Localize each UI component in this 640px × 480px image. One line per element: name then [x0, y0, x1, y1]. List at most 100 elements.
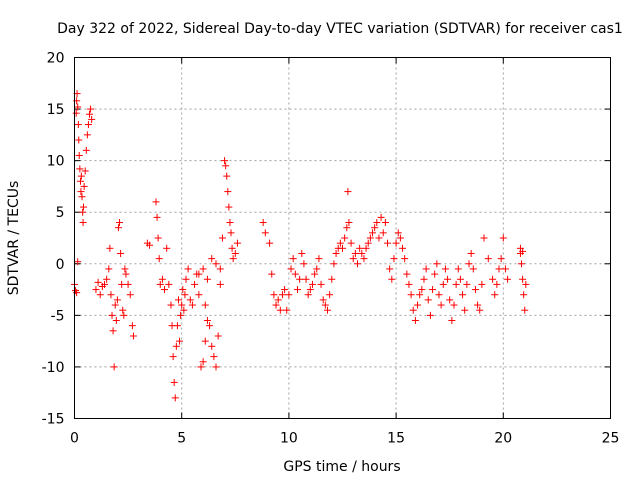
data-point — [381, 219, 389, 227]
data-points — [71, 90, 530, 402]
data-point — [373, 219, 381, 227]
data-point — [261, 229, 269, 237]
data-point — [77, 177, 85, 185]
data-point — [221, 157, 229, 165]
data-point — [268, 270, 276, 278]
data-point — [465, 260, 473, 268]
data-point — [86, 110, 94, 118]
data-point — [522, 280, 530, 288]
data-point — [499, 234, 507, 242]
x-tick-label: 15 — [387, 431, 405, 447]
data-point — [191, 280, 199, 288]
data-point — [170, 378, 178, 386]
data-point — [74, 103, 82, 111]
data-point — [339, 244, 346, 252]
y-tick-label: -5 — [51, 308, 65, 324]
data-point — [82, 146, 90, 154]
data-point — [233, 239, 241, 247]
data-point — [497, 255, 505, 263]
data-point — [429, 286, 437, 294]
data-point — [323, 306, 331, 314]
data-point — [304, 291, 312, 299]
data-point — [216, 280, 224, 288]
data-point — [77, 188, 85, 196]
data-point — [405, 280, 413, 288]
data-point — [454, 265, 462, 273]
data-point — [379, 229, 387, 237]
data-point — [384, 239, 392, 247]
axis-ticks: 0 5 10 15 20 25 20 15 10 5 0 -5 -10 -15 — [42, 51, 620, 447]
data-point — [448, 317, 456, 325]
data-point — [321, 301, 329, 309]
data-point — [446, 296, 454, 304]
data-point — [426, 311, 434, 319]
data-point — [326, 291, 334, 299]
data-point — [201, 337, 209, 345]
data-point — [178, 301, 186, 309]
data-point — [165, 280, 173, 288]
data-point — [96, 291, 104, 299]
data-point — [311, 270, 319, 278]
data-point — [195, 291, 203, 299]
data-point — [188, 301, 196, 309]
data-point — [224, 188, 232, 196]
data-point — [369, 229, 377, 237]
data-point — [119, 306, 127, 314]
data-point — [401, 255, 409, 263]
data-point — [392, 239, 400, 247]
data-point — [77, 172, 85, 180]
data-point — [153, 213, 161, 221]
data-point — [186, 296, 194, 304]
data-point — [74, 258, 82, 266]
y-tick-label: 15 — [47, 102, 65, 118]
data-point — [356, 244, 364, 252]
data-point — [116, 219, 124, 227]
data-point — [431, 270, 439, 278]
data-point — [343, 224, 351, 232]
data-point — [478, 280, 486, 288]
data-point — [88, 115, 96, 123]
data-point — [291, 270, 299, 278]
data-point — [424, 296, 432, 304]
data-point — [441, 265, 449, 273]
y-tick-label: -15 — [42, 412, 65, 428]
data-point — [489, 275, 497, 283]
data-point — [184, 265, 192, 273]
data-point — [296, 275, 304, 283]
data-point — [87, 105, 95, 113]
data-point — [422, 265, 430, 273]
data-point — [229, 255, 237, 263]
data-point — [118, 280, 126, 288]
x-tick-label: 20 — [494, 431, 512, 447]
data-point — [161, 286, 169, 294]
data-point — [354, 260, 362, 268]
data-point — [399, 244, 407, 252]
data-point — [106, 244, 114, 252]
data-point — [146, 241, 154, 249]
data-point — [362, 244, 370, 252]
data-point — [227, 229, 235, 237]
data-point — [474, 301, 482, 309]
data-point — [287, 265, 295, 273]
data-point — [450, 301, 458, 309]
data-point — [225, 203, 233, 211]
data-point — [358, 249, 366, 257]
data-point — [407, 291, 415, 299]
x-tick-label: 25 — [602, 431, 620, 447]
data-point — [195, 270, 203, 278]
data-point — [199, 265, 207, 273]
data-point — [101, 280, 109, 288]
data-point — [155, 255, 163, 263]
data-point — [345, 219, 353, 227]
data-point — [302, 275, 310, 283]
data-point — [152, 198, 160, 206]
y-tick-label: 10 — [47, 154, 65, 170]
data-point — [171, 394, 179, 402]
data-point — [75, 151, 83, 159]
x-axis-label: GPS time / hours — [283, 459, 400, 475]
x-tick-label: 10 — [280, 431, 298, 447]
data-point — [103, 275, 111, 283]
data-point — [375, 234, 383, 242]
data-point — [208, 255, 216, 263]
data-point — [212, 260, 220, 268]
